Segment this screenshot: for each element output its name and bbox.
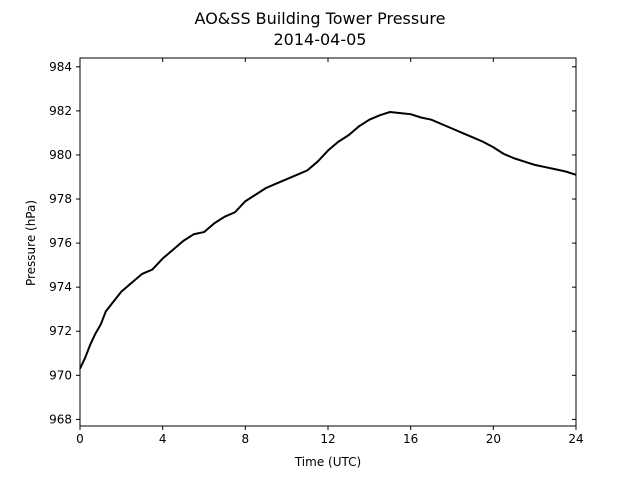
plot-frame [79, 57, 577, 427]
x-tick-label: 16 [403, 432, 418, 446]
chart-subtitle: 2014-04-05 [274, 30, 367, 49]
y-tick-label: 980 [49, 148, 72, 162]
chart-title: AO&SS Building Tower Pressure [195, 9, 446, 28]
y-tick-label: 982 [49, 104, 72, 118]
y-tick-label: 976 [49, 236, 72, 250]
y-axis-label: Pressure (hPa) [24, 200, 38, 286]
x-tick-label: 4 [159, 432, 167, 446]
y-tick-label: 984 [49, 60, 72, 74]
y-tick-label: 968 [49, 412, 72, 426]
y-tick-label: 978 [49, 192, 72, 206]
x-tick-label: 0 [76, 432, 84, 446]
series-line-0 [79, 110, 577, 370]
x-axis-label: Time (UTC) [294, 455, 361, 469]
x-tick-label: 20 [486, 432, 501, 446]
y-tick-label: 970 [49, 368, 72, 382]
plot-area: 0 4 8 12 16 20 24 968 970 972 974 976 978 980 982 984 [49, 57, 584, 446]
x-tick-label: 8 [242, 432, 250, 446]
x-tick-label: 24 [568, 432, 583, 446]
y-tick-label: 974 [49, 280, 72, 294]
y-tick-label: 972 [49, 324, 72, 338]
x-tick-label: 12 [320, 432, 335, 446]
